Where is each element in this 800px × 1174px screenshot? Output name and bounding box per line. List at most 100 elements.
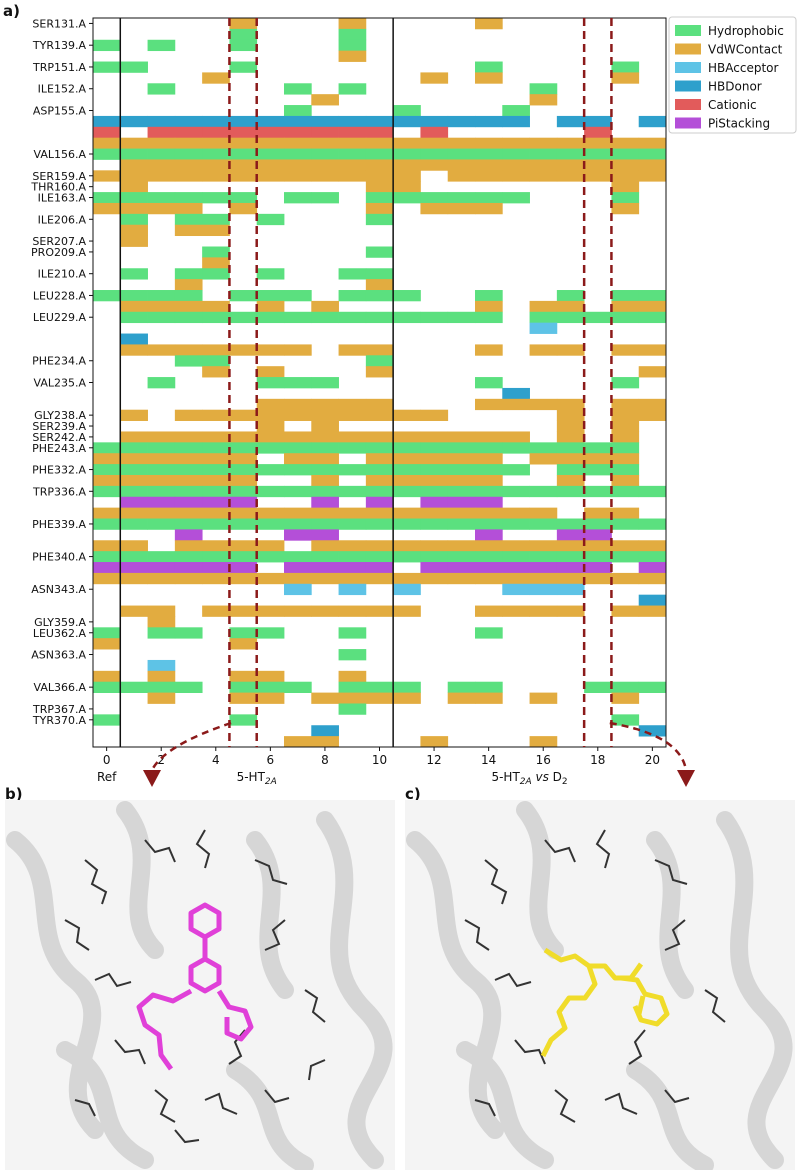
heatmap-cell bbox=[365, 496, 394, 509]
heatmap-cell bbox=[120, 268, 148, 280]
heatmap-cell bbox=[502, 170, 530, 182]
heatmap-cell bbox=[365, 355, 394, 367]
heatmap-cell bbox=[584, 572, 612, 585]
heatmap-cell bbox=[447, 431, 476, 443]
heatmap-cell bbox=[284, 115, 312, 128]
heatmap-cell bbox=[311, 300, 339, 313]
heatmap-cell bbox=[611, 192, 640, 204]
arrowhead-b bbox=[143, 770, 161, 787]
panel-label-b: b) bbox=[5, 785, 23, 803]
heatmap-cell bbox=[638, 409, 667, 421]
heatmap-cell bbox=[611, 474, 640, 487]
heatmap-cell bbox=[147, 39, 176, 52]
heatmap-cell bbox=[120, 290, 148, 302]
heatmap-cell bbox=[365, 485, 394, 498]
heatmap-cell bbox=[147, 507, 176, 519]
heatmap-cell bbox=[120, 311, 148, 324]
heatmap-cell bbox=[147, 115, 176, 128]
heatmap-cell bbox=[556, 605, 585, 617]
heatmap-cell bbox=[311, 518, 339, 530]
heatmap-cell bbox=[393, 518, 421, 530]
heatmap-cell bbox=[529, 736, 558, 748]
residue-label: SER159.A bbox=[32, 170, 86, 183]
heatmap-cell bbox=[611, 159, 640, 171]
heatmap-cell bbox=[256, 485, 285, 498]
heatmap-cell bbox=[174, 224, 203, 237]
heatmap-cell bbox=[147, 692, 176, 704]
heatmap-cell bbox=[229, 115, 258, 128]
heatmap-cell bbox=[338, 605, 367, 617]
heatmap-cell bbox=[420, 485, 449, 498]
residue-label: PHE332.A bbox=[32, 464, 86, 477]
heatmap-cell bbox=[338, 290, 367, 302]
heatmap-cell bbox=[93, 627, 121, 639]
heatmap-cell bbox=[338, 344, 367, 356]
heatmap-cell bbox=[556, 420, 585, 432]
heatmap-cell bbox=[638, 300, 667, 313]
heatmap-cell bbox=[365, 246, 394, 258]
heatmap-cell bbox=[202, 464, 230, 476]
heatmap-cell bbox=[311, 605, 339, 617]
heatmap-cell bbox=[556, 431, 585, 443]
heatmap-cell bbox=[502, 105, 530, 117]
heatmap-cell bbox=[284, 464, 312, 476]
heatmap-cell bbox=[502, 540, 530, 552]
heatmap-cell bbox=[611, 398, 640, 411]
heatmap-cell bbox=[529, 572, 558, 585]
heatmap-cell bbox=[120, 344, 148, 356]
heatmap-cell bbox=[338, 681, 367, 693]
heatmap-cell bbox=[475, 442, 503, 454]
heatmap-cell bbox=[120, 551, 148, 563]
heatmap-cell bbox=[502, 442, 530, 454]
heatmap-cell bbox=[529, 83, 558, 95]
heatmap-cell bbox=[311, 431, 339, 443]
heatmap-cell bbox=[393, 540, 421, 552]
heatmap-cell bbox=[529, 170, 558, 182]
heatmap-cell bbox=[447, 442, 476, 454]
heatmap-cell bbox=[584, 148, 612, 160]
heatmap-cell bbox=[475, 562, 503, 574]
heatmap-cell bbox=[556, 409, 585, 421]
heatmap-cell bbox=[475, 137, 503, 149]
heatmap-cell bbox=[529, 148, 558, 160]
heatmap-cell bbox=[120, 681, 148, 693]
heatmap-cell bbox=[475, 311, 503, 324]
heatmap-cell bbox=[229, 28, 258, 41]
heatmap-cell bbox=[584, 464, 612, 476]
heatmap-cell bbox=[611, 290, 640, 302]
heatmap-cell bbox=[420, 159, 449, 171]
heatmap-cell bbox=[229, 18, 258, 30]
x-tick-label: 2 bbox=[157, 753, 165, 767]
heatmap-cell bbox=[202, 453, 230, 465]
heatmap-cell bbox=[556, 442, 585, 454]
heatmap-cell bbox=[147, 627, 176, 639]
heatmap-cell bbox=[120, 540, 148, 552]
heatmap-cell bbox=[393, 583, 421, 596]
heatmap-cell bbox=[120, 572, 148, 585]
heatmap-cell bbox=[420, 202, 449, 215]
heatmap-cell bbox=[120, 409, 148, 421]
protein-ribbons bbox=[6, 801, 393, 1170]
heatmap-cell bbox=[311, 442, 339, 454]
x-group-label: 5-HT2A vs D2 bbox=[491, 770, 567, 787]
x-tick-label: 6 bbox=[267, 753, 275, 767]
heatmap-cell bbox=[284, 311, 312, 324]
heatmap-cell bbox=[502, 507, 530, 519]
heatmap-cell bbox=[147, 659, 176, 672]
heatmap-cell bbox=[93, 39, 121, 52]
heatmap-cell bbox=[338, 159, 367, 171]
heatmap-cell bbox=[202, 474, 230, 487]
heatmap-cell bbox=[529, 322, 558, 334]
heatmap-cell bbox=[229, 714, 258, 726]
heatmap-cell bbox=[393, 181, 421, 193]
heatmap-cell bbox=[256, 572, 285, 585]
heatmap-cell bbox=[338, 485, 367, 498]
legend-label: Cationic bbox=[708, 98, 757, 112]
heatmap-cell bbox=[365, 409, 394, 421]
heatmap-cell bbox=[611, 518, 640, 530]
heatmap-cell bbox=[174, 518, 203, 530]
heatmap-cell bbox=[93, 681, 121, 693]
heatmap-cell bbox=[229, 202, 258, 215]
legend-swatch bbox=[675, 80, 701, 92]
heatmap-cell bbox=[93, 540, 121, 552]
